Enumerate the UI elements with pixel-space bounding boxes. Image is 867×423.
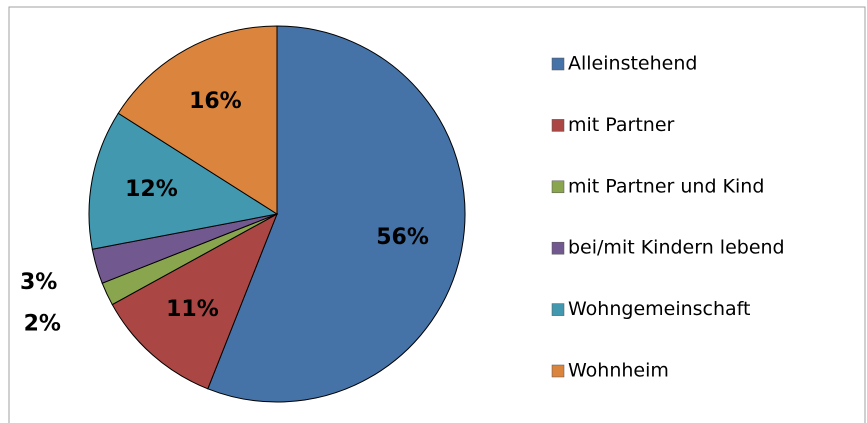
pie-slice (117, 25, 278, 215)
pie-slice (207, 25, 466, 403)
data-label: 56% (376, 225, 429, 250)
legend-label: Wohnheim (568, 360, 669, 382)
legend-label: bei/mit Kindern lebend (568, 237, 785, 259)
legend-swatch (551, 364, 565, 378)
legend-swatch (551, 57, 565, 71)
legend-label: Wohngemeinschaft (568, 298, 751, 320)
legend-swatch (551, 119, 565, 132)
data-label: 11% (166, 297, 219, 322)
legend-swatch (551, 241, 565, 255)
legend-swatch (551, 180, 565, 194)
data-label: 3% (20, 270, 57, 295)
data-label: 16% (189, 89, 242, 114)
data-label: 2% (24, 311, 61, 336)
legend-label: mit Partner (568, 114, 675, 136)
data-label: 12% (125, 177, 178, 202)
legend-label: mit Partner und Kind (568, 175, 764, 197)
legend-label: Alleinstehend (568, 53, 697, 75)
pie-slice (88, 112, 279, 250)
pie-slice (111, 212, 278, 390)
legend-swatch (551, 303, 565, 316)
